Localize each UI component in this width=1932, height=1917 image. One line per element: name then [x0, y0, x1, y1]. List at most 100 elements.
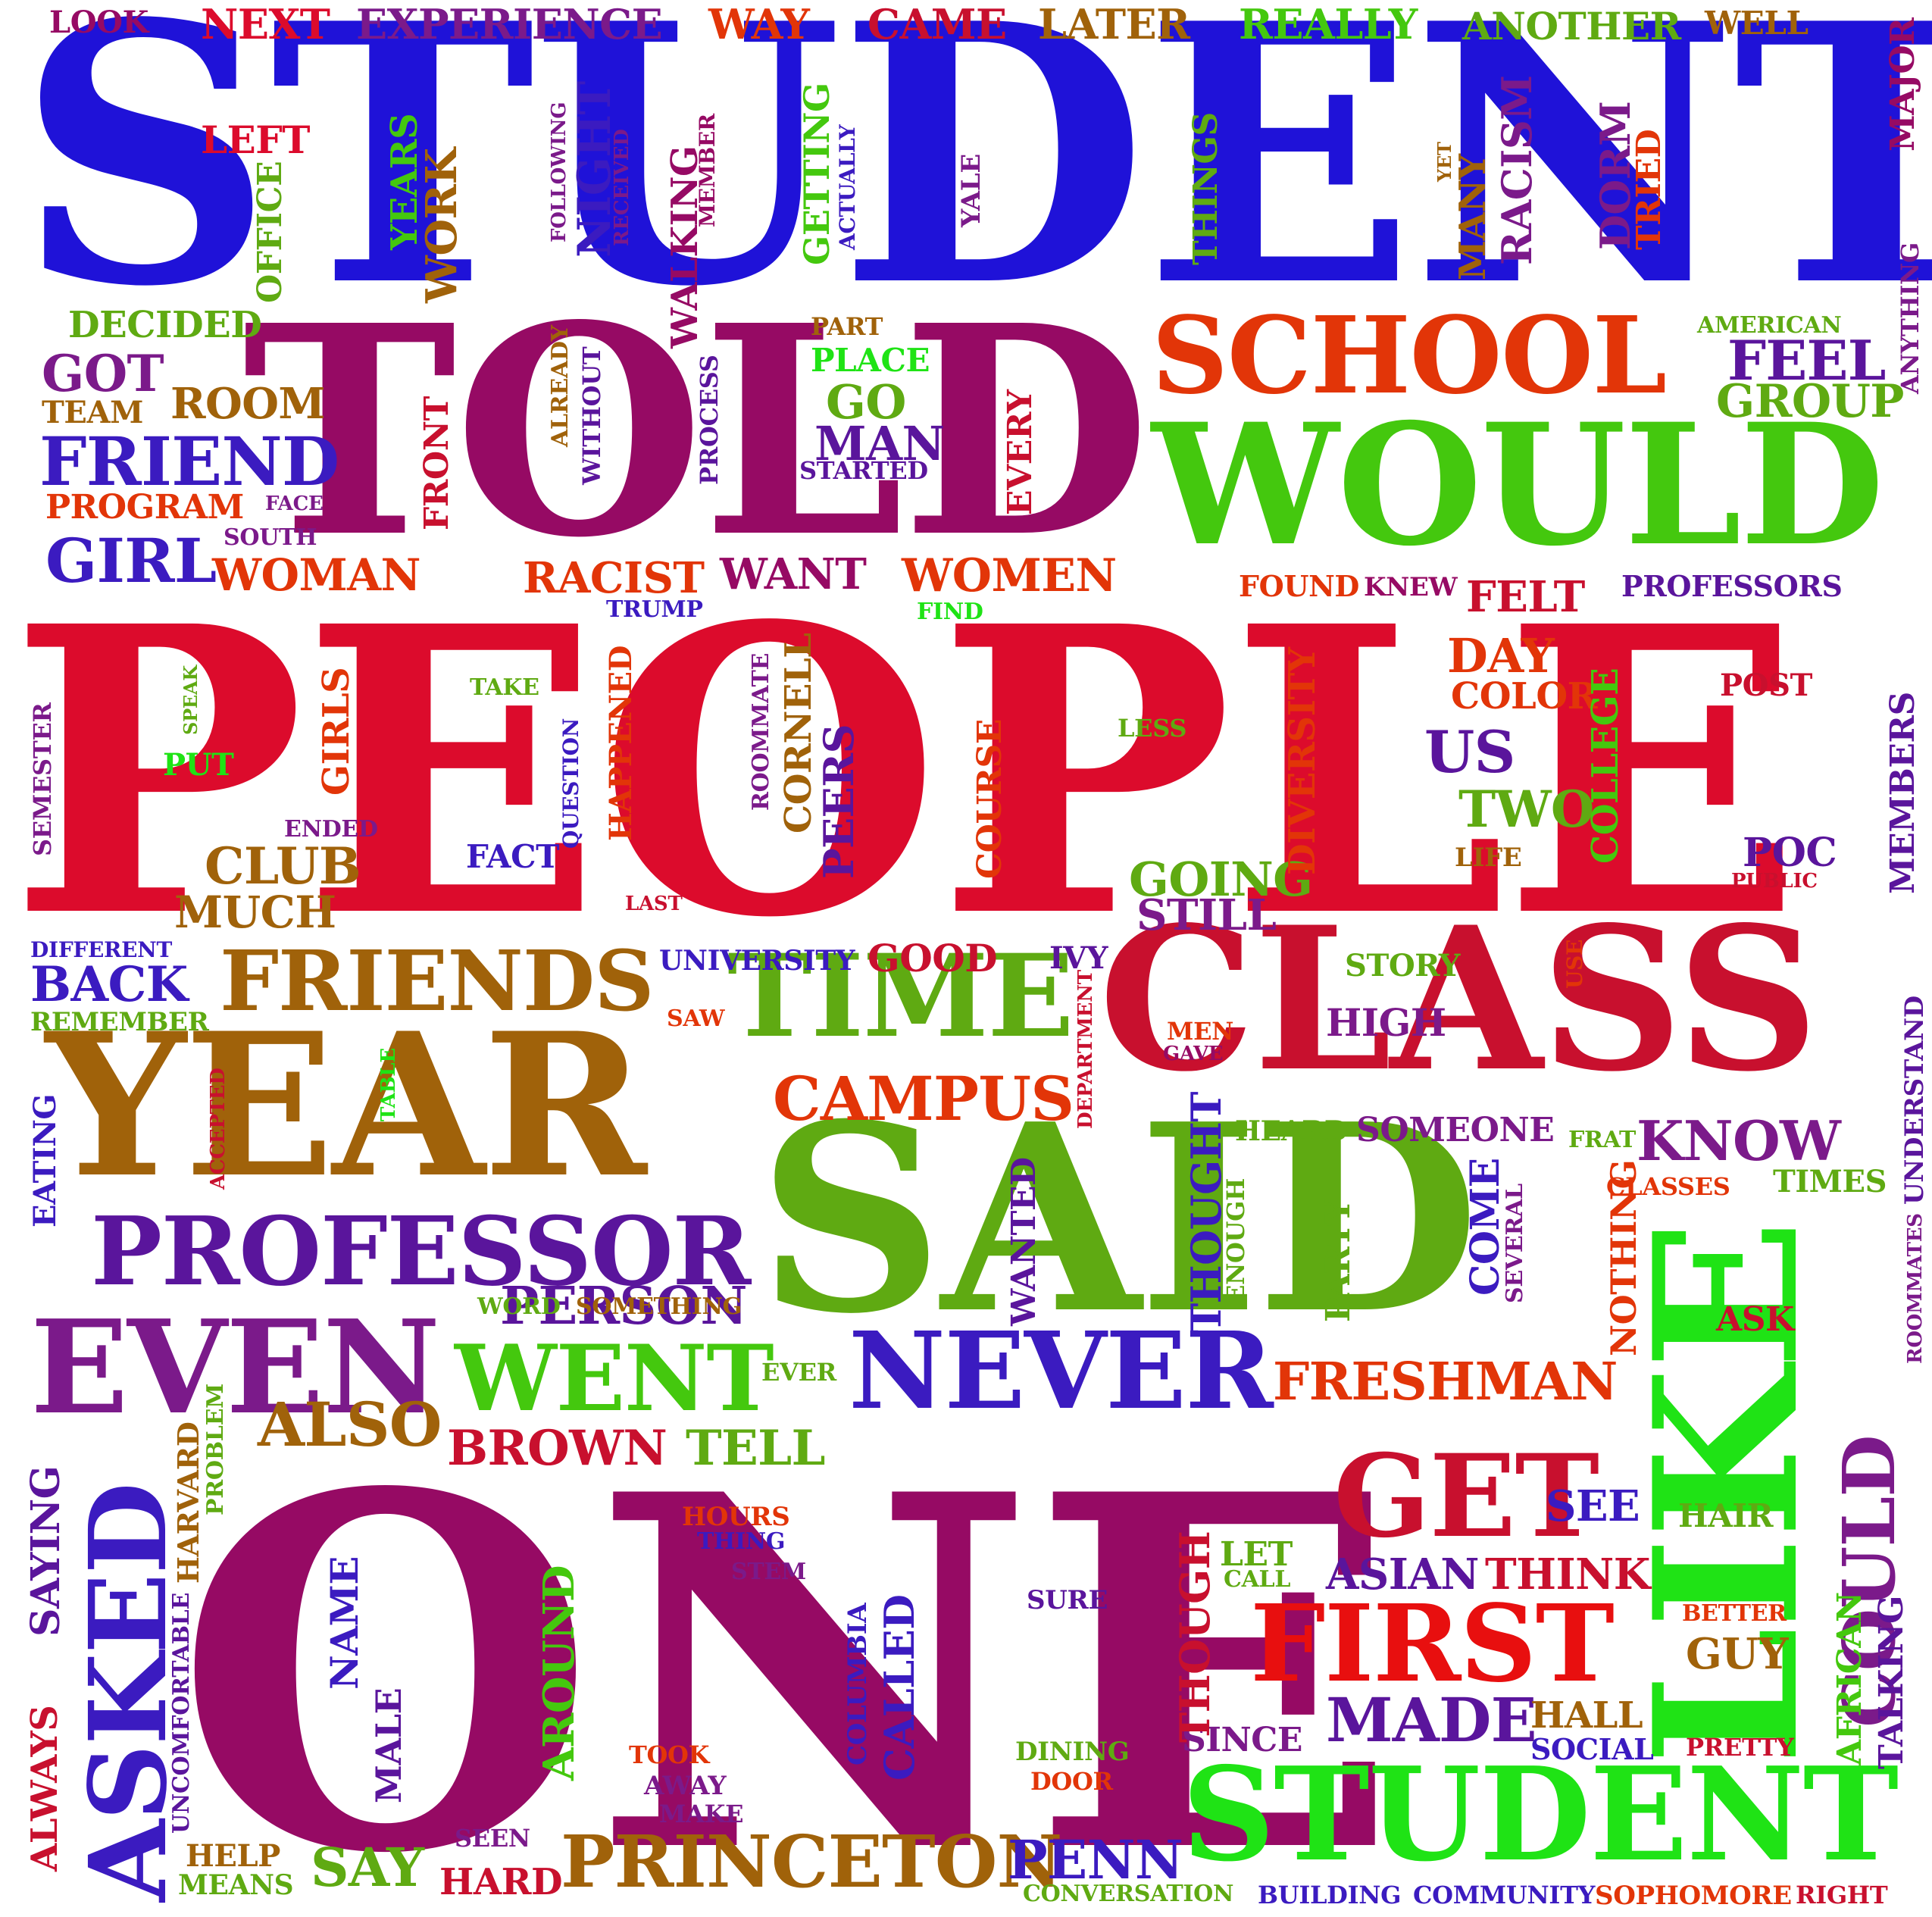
word-friend: FRIEND: [39, 422, 339, 501]
word-say: SAY: [311, 1836, 424, 1899]
word-party: PARTY: [1319, 1199, 1358, 1322]
word-classes: CLASSES: [1606, 1172, 1730, 1201]
word-trump: TRUMP: [606, 596, 703, 623]
word-us: US: [1424, 718, 1515, 786]
word-put: PUT: [163, 747, 234, 783]
word-friends: FRIENDS: [220, 932, 655, 1030]
word-girls: GIRLS: [315, 667, 358, 796]
word-last: LAST: [625, 893, 683, 915]
word-men: MEN: [1167, 1017, 1234, 1046]
word-tried: TRIED: [1630, 129, 1668, 250]
word-seen: SEEN: [455, 1824, 530, 1853]
word-day: DAY: [1447, 628, 1555, 683]
word-yale: YALE: [956, 154, 986, 227]
word-sophomore: SOPHOMORE: [1595, 1881, 1792, 1911]
word-gave: GAVE: [1163, 1043, 1224, 1065]
word-different: DIFFERENT: [30, 937, 172, 962]
word-racist: RACIST: [523, 553, 705, 603]
word-call: CALL: [1224, 1566, 1291, 1593]
word-face: FACE: [265, 493, 324, 515]
word-professor: PROFESSOR: [91, 1196, 751, 1307]
word-let: LET: [1220, 1535, 1293, 1574]
word-hall: HALL: [1530, 1694, 1643, 1737]
word-post: POST: [1720, 668, 1812, 703]
word-knew: KNEW: [1364, 572, 1458, 602]
word-office: OFFICE: [251, 161, 289, 303]
word-university: UNIVERSITY: [659, 945, 855, 977]
word-back: BACK: [30, 956, 188, 1013]
word-use: USE: [1562, 939, 1587, 989]
word-way: WAY: [708, 0, 810, 48]
word-program: PROGRAM: [45, 488, 244, 527]
word-place: PLACE: [811, 342, 930, 379]
word-member: MEMBER: [695, 114, 720, 227]
word-process: PROCESS: [695, 355, 724, 485]
word-take: TAKE: [470, 674, 539, 701]
word-made: MADE: [1326, 1684, 1537, 1756]
word-started: STARTED: [799, 456, 928, 485]
word-ask: ASK: [1716, 1300, 1794, 1339]
word-came: CAME: [868, 0, 1007, 48]
word-community: COMMUNITY: [1413, 1881, 1596, 1909]
word-tell: TELL: [686, 1420, 825, 1477]
word-harvard: HARVARD: [171, 1421, 205, 1584]
word-roommates: ROOMMATES: [1904, 1213, 1927, 1364]
word-eating: EATING: [27, 1093, 63, 1227]
word-look: LOOK: [49, 5, 148, 40]
word-going: GOING: [1129, 852, 1313, 907]
word-heard: HEARD: [1235, 1115, 1348, 1147]
word-campus: CAMPUS: [773, 1063, 1074, 1134]
word-said: SAID: [758, 1068, 1480, 1371]
word-woman: WOMAN: [212, 549, 421, 601]
word-talking: TALKING: [1872, 1596, 1911, 1769]
word-person: PERSON: [500, 1276, 748, 1337]
word-pretty: PRETTY: [1686, 1733, 1794, 1762]
word-someone: SOMEONE: [1356, 1111, 1555, 1149]
word-good: GOOD: [868, 936, 998, 980]
word-cornell: CORNELL: [777, 633, 820, 833]
word-several: SEVERAL: [1502, 1184, 1528, 1303]
word-life: LIFE: [1455, 843, 1522, 873]
word-getting: GETTING: [796, 83, 837, 265]
word-called: CALLED: [875, 1594, 924, 1781]
word-since: SINCE: [1182, 1721, 1302, 1759]
word-conversation: CONVERSATION: [1023, 1881, 1234, 1907]
word-told: TOLD: [242, 262, 1151, 601]
word-name: NAME: [322, 1556, 367, 1690]
word-less: LESS: [1118, 714, 1187, 743]
word-understand: UNDERSTAND: [1899, 996, 1930, 1205]
word-enough: ENOUGH: [1221, 1177, 1250, 1303]
word-people: PEOPLE: [9, 541, 1802, 1004]
word-major: MAJOR: [1884, 17, 1922, 152]
word-racism: RACISM: [1493, 75, 1541, 265]
word-go: GO: [826, 374, 906, 430]
word-problem: PROBLEM: [202, 1383, 229, 1515]
word-without: WITHOUT: [577, 346, 606, 485]
word-ever: EVER: [761, 1358, 836, 1387]
word-color: COLOR: [1451, 675, 1598, 718]
word-freshman: FRESHMAN: [1273, 1352, 1618, 1412]
word-school: SCHOOL: [1152, 294, 1667, 418]
word-team: TEAM: [42, 395, 143, 430]
word-room: ROOM: [170, 379, 325, 429]
word-already: ALREADY: [547, 325, 574, 447]
word-department: DEPARTMENT: [1074, 970, 1097, 1129]
word-better: BETTER: [1682, 1600, 1787, 1627]
word-women: WOMEN: [902, 549, 1117, 602]
word-table: TABLE: [377, 1048, 400, 1121]
word-year: YEAR: [45, 990, 647, 1221]
word-public: PUBLIC: [1731, 870, 1818, 893]
word-thought: THOUGHT: [1182, 1092, 1230, 1334]
word-south: SOUTH: [224, 524, 317, 551]
word-nothing: NOTHING: [1603, 1159, 1644, 1356]
word-hair: HAIR: [1678, 1497, 1774, 1534]
word-around: AROUND: [534, 1565, 584, 1781]
word-student: STUDENT: [1182, 1739, 1899, 1890]
word-dining: DINING: [1015, 1737, 1130, 1767]
word-course: COURSE: [971, 719, 1009, 879]
word-poc: POC: [1743, 830, 1837, 876]
word-one: ONE: [174, 1390, 1400, 1917]
word-another: ANOTHER: [1462, 4, 1681, 48]
word-asian: ASIAN: [1326, 1550, 1479, 1600]
